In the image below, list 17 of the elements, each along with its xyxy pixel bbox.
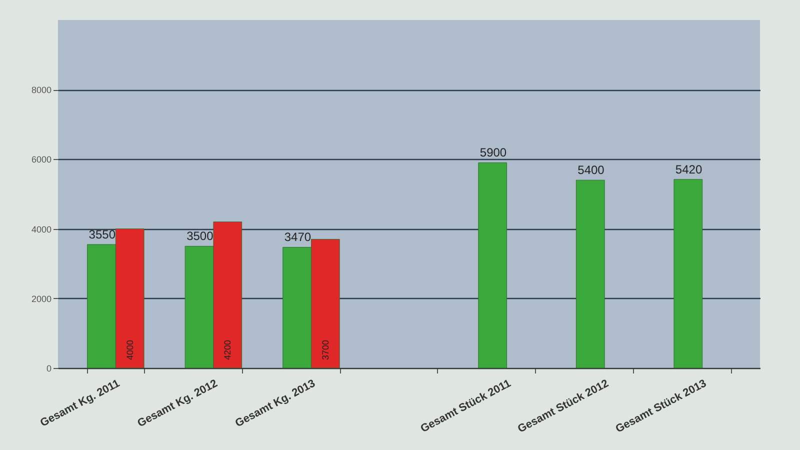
data-label: 3700: [320, 340, 330, 360]
data-label: 3470: [284, 230, 312, 244]
bar: [674, 179, 703, 368]
data-label: 5400: [578, 163, 605, 178]
bar: [576, 180, 605, 368]
data-label: 4200: [222, 340, 233, 360]
y-tick-label: 6000: [31, 154, 52, 165]
y-tick-label: 4000: [31, 224, 52, 234]
y-tick-label: 8000: [31, 85, 52, 96]
y-tick-label: 2000: [31, 294, 52, 304]
y-tick-label: 0: [46, 364, 52, 374]
data-label: 4000: [124, 340, 135, 360]
data-label: 3500: [186, 229, 214, 244]
data-label: 5900: [480, 146, 507, 160]
bar: [478, 162, 508, 368]
data-label: 5420: [675, 162, 702, 176]
data-label: 3550: [88, 227, 116, 242]
